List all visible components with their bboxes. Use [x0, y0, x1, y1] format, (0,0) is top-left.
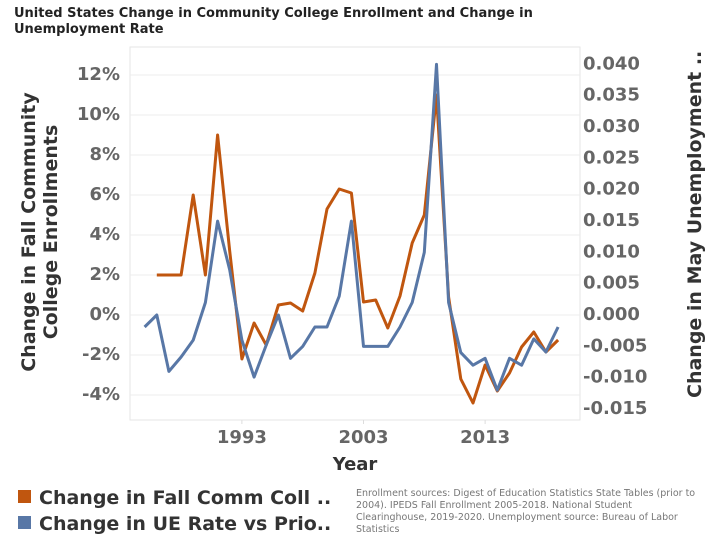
y-tick-label: 10% [77, 104, 120, 125]
y-tick-label: 0% [89, 304, 120, 325]
x-axis-label: Year [332, 454, 378, 475]
legend-label: Change in UE Rate vs Prio.. [39, 513, 332, 535]
legend-label: Change in Fall Comm Coll .. [39, 487, 332, 509]
y-tick-label: 6% [89, 184, 120, 205]
y2-tick-label: 0.025 [583, 147, 640, 168]
y2-tick-label: 0.005 [583, 273, 640, 294]
y2-tick-label: -0.010 [583, 367, 647, 388]
y2-tick-label: -0.005 [583, 335, 647, 356]
y-tick-label: 4% [89, 224, 120, 245]
y2-tick-label: 0.035 [583, 85, 640, 106]
y2-tick-label: 0.010 [583, 241, 640, 262]
source-note: Enrollment sources: Digest of Education … [356, 488, 696, 535]
y2-axis-label: Change in May Unemployment .. [684, 50, 706, 398]
x-tick-label: 1993 [217, 427, 267, 448]
y-tick-label: 12% [77, 64, 120, 85]
y2-tick-label: 0.040 [583, 53, 640, 74]
y-tick-label: -2% [82, 344, 120, 365]
y2-tick-label: -0.015 [583, 398, 647, 419]
chart-title: United States Change in Community Colleg… [14, 6, 533, 37]
x-tick-label: 2003 [338, 427, 388, 448]
x-tick-label: 2013 [460, 427, 510, 448]
legend-item: Change in UE Rate vs Prio.. [18, 513, 331, 535]
series-line [143, 62, 560, 392]
y-axis-label: Change in Fall Community College Enrollm… [18, 92, 62, 372]
series-line [156, 93, 560, 405]
y2-tick-label: 0.015 [583, 210, 640, 231]
legend-swatch [18, 490, 31, 503]
legend-swatch [18, 516, 31, 529]
y-tick-label: 2% [89, 264, 120, 285]
y2-tick-label: 0.020 [583, 179, 640, 200]
y-tick-label: -4% [82, 384, 120, 405]
plot-area [129, 46, 581, 421]
legend-item: Change in Fall Comm Coll .. [18, 487, 331, 509]
y-tick-label: 8% [89, 144, 120, 165]
y2-tick-label: 0.030 [583, 116, 640, 137]
y2-tick-label: 0.000 [583, 304, 640, 325]
